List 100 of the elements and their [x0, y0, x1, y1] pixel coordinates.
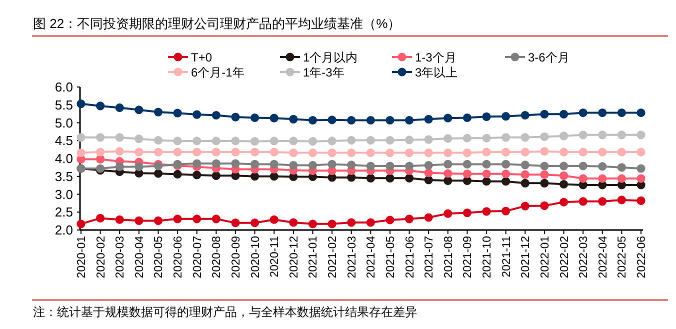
- point: [482, 148, 491, 156]
- point: [173, 214, 182, 224]
- point: [308, 160, 318, 170]
- point: [250, 148, 260, 156]
- point: [173, 148, 182, 156]
- point: [134, 162, 144, 172]
- point: [462, 134, 472, 142]
- point: [173, 170, 182, 179]
- point: [404, 116, 414, 125]
- x-tick-label: 2022-06: [636, 236, 648, 278]
- point: [154, 216, 163, 226]
- point: [96, 148, 105, 156]
- x-tick-label: 2021-06: [404, 236, 416, 278]
- point: [328, 116, 336, 124]
- point: [424, 213, 433, 222]
- point: [289, 218, 298, 227]
- point: [347, 218, 356, 227]
- point: [96, 214, 105, 222]
- point: [540, 162, 549, 170]
- point: [212, 214, 220, 224]
- point: [462, 208, 472, 218]
- point: [173, 108, 182, 118]
- point: [617, 108, 626, 118]
- point: [386, 148, 394, 158]
- point: [636, 174, 646, 183]
- point: [250, 137, 260, 146]
- point: [502, 170, 510, 178]
- point: [502, 160, 510, 169]
- point: [520, 133, 530, 142]
- point: [289, 114, 298, 124]
- point: [96, 154, 105, 164]
- legend-label: T+0: [191, 50, 212, 64]
- point: [559, 110, 568, 118]
- point: [598, 162, 607, 171]
- point: [212, 159, 220, 168]
- point: [250, 113, 260, 122]
- point: [347, 148, 356, 158]
- point: [154, 136, 163, 145]
- point: [444, 169, 452, 178]
- x-tick-label: 2021-10: [482, 236, 494, 278]
- point: [482, 160, 491, 169]
- point: [617, 163, 626, 172]
- point: [462, 170, 472, 178]
- x-tick-label: 2022-05: [616, 236, 629, 278]
- point: [308, 137, 318, 146]
- point: [482, 170, 491, 178]
- x-tick-label: 2021-09: [462, 236, 474, 278]
- legend-label: 3年以上: [415, 66, 458, 80]
- point: [289, 148, 298, 158]
- point: [115, 147, 124, 156]
- point: [192, 110, 202, 119]
- point: [636, 108, 646, 118]
- point: [270, 114, 278, 122]
- point: [192, 136, 202, 146]
- point: [212, 171, 220, 180]
- point: [270, 136, 278, 146]
- point: [134, 148, 144, 156]
- legend-label: 3-6个月: [528, 50, 570, 64]
- y-tick-label: 6.0: [54, 80, 73, 94]
- point: [192, 170, 202, 180]
- point: [347, 136, 356, 145]
- point: [76, 148, 86, 158]
- point: [270, 148, 278, 156]
- point: [347, 160, 356, 170]
- point: [617, 174, 626, 183]
- point: [502, 148, 510, 156]
- point: [231, 112, 240, 122]
- point: [115, 103, 124, 112]
- x-tick-label: 2022-04: [597, 235, 610, 278]
- point: [559, 171, 568, 180]
- point: [192, 148, 202, 156]
- point: [231, 159, 240, 168]
- point: [520, 148, 530, 156]
- x-tick-label: 2021-05: [384, 236, 397, 278]
- x-tick-label: 2020-01: [76, 236, 88, 278]
- point: [559, 132, 568, 140]
- point: [404, 214, 414, 224]
- y-tick-label: 4.5: [54, 133, 73, 148]
- point: [444, 148, 452, 158]
- point: [598, 108, 607, 118]
- point: [115, 215, 124, 224]
- point: [444, 134, 452, 143]
- y-tick-label: 3.5: [54, 168, 73, 184]
- point: [308, 220, 318, 228]
- point: [96, 133, 105, 142]
- point: [212, 136, 220, 146]
- legend-label: 1年-3年: [303, 66, 344, 80]
- point: [502, 206, 510, 216]
- point: [578, 108, 588, 118]
- point: [482, 134, 491, 142]
- point: [134, 134, 144, 144]
- point: [598, 130, 607, 140]
- point: [482, 207, 491, 216]
- point: [502, 177, 510, 186]
- point: [578, 130, 588, 140]
- point: [404, 148, 414, 158]
- point: [540, 178, 549, 188]
- point: [424, 160, 433, 170]
- point: [540, 110, 549, 118]
- point: [328, 148, 336, 158]
